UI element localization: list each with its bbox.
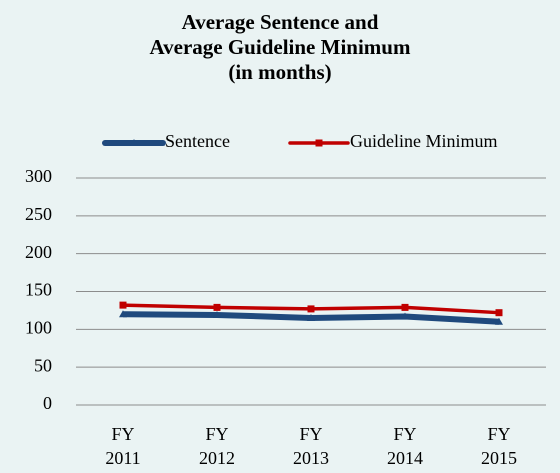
y-tick-label: 100 [25, 317, 52, 337]
marker [213, 303, 221, 311]
x-tick-label: FY 2011 [105, 424, 141, 468]
x-tick-label: FY 2013 [293, 424, 329, 468]
y-tick-label: 300 [25, 166, 52, 186]
x-tick-label: FY 2014 [387, 424, 423, 468]
legend-label: Guideline Minimum [350, 131, 498, 151]
y-tick-label: 50 [34, 355, 52, 375]
x-tick-label: FY 2012 [199, 424, 235, 468]
marker [307, 305, 315, 313]
legend-label: Sentence [165, 131, 230, 151]
y-tick-label: 0 [43, 393, 52, 413]
marker [495, 309, 503, 317]
legend-marker [315, 139, 323, 147]
y-tick-label: 150 [25, 280, 52, 300]
marker [119, 310, 127, 318]
legend-marker [130, 139, 138, 146]
marker [119, 301, 127, 309]
marker [307, 313, 315, 321]
y-tick-label: 200 [25, 242, 52, 262]
x-tick-label: FY 2015 [481, 424, 517, 468]
chart-title: Average Sentence and Average Guideline M… [149, 10, 411, 84]
marker [401, 312, 409, 320]
marker [495, 317, 503, 325]
y-tick-label: 250 [25, 204, 52, 224]
marker [401, 303, 409, 311]
marker [213, 310, 221, 318]
